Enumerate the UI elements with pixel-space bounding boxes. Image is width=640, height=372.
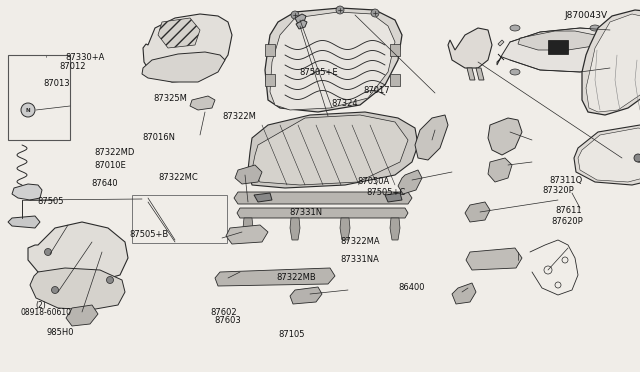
Polygon shape	[452, 283, 476, 304]
Bar	[8, 55, 70, 140]
Polygon shape	[28, 222, 128, 282]
Text: (2): (2)	[36, 301, 47, 310]
Text: 87010E: 87010E	[95, 161, 127, 170]
Circle shape	[634, 154, 640, 162]
Circle shape	[336, 6, 344, 14]
Polygon shape	[578, 128, 640, 182]
Text: 87505+C: 87505+C	[366, 188, 405, 197]
Polygon shape	[270, 12, 395, 110]
Polygon shape	[340, 218, 350, 240]
Circle shape	[291, 11, 299, 19]
Circle shape	[371, 9, 379, 17]
Polygon shape	[235, 165, 262, 184]
Text: 87322M: 87322M	[223, 112, 257, 121]
Text: 87050A: 87050A	[357, 177, 389, 186]
Ellipse shape	[510, 25, 520, 31]
Text: 87320P: 87320P	[543, 186, 575, 195]
Text: 87602: 87602	[210, 308, 237, 317]
Text: 87324: 87324	[332, 99, 358, 108]
Polygon shape	[488, 158, 512, 182]
Polygon shape	[296, 20, 307, 29]
Polygon shape	[143, 14, 232, 82]
Polygon shape	[290, 287, 322, 304]
Text: J870043V: J870043V	[564, 11, 607, 20]
Text: 08918-60610: 08918-60610	[20, 308, 72, 317]
Polygon shape	[158, 18, 200, 48]
Polygon shape	[190, 96, 215, 110]
Bar	[132, 195, 227, 243]
Polygon shape	[476, 68, 484, 80]
Bar	[390, 74, 400, 86]
Polygon shape	[467, 68, 475, 80]
Text: N: N	[26, 108, 30, 112]
Polygon shape	[254, 193, 272, 202]
Ellipse shape	[590, 25, 600, 31]
Text: 87505+E: 87505+E	[300, 68, 338, 77]
Polygon shape	[582, 10, 640, 115]
Text: 87013: 87013	[44, 79, 70, 88]
Polygon shape	[295, 14, 306, 24]
Polygon shape	[488, 118, 522, 155]
Polygon shape	[8, 216, 40, 228]
Polygon shape	[142, 52, 225, 82]
Polygon shape	[415, 115, 448, 160]
Polygon shape	[385, 193, 402, 202]
Ellipse shape	[590, 69, 600, 75]
Circle shape	[21, 103, 35, 117]
Polygon shape	[574, 125, 640, 185]
Text: 87505+B: 87505+B	[129, 230, 168, 239]
Ellipse shape	[510, 69, 520, 75]
Text: 87325M: 87325M	[154, 94, 188, 103]
Polygon shape	[248, 112, 418, 188]
Text: 87331NA: 87331NA	[340, 255, 380, 264]
Text: 87330+A: 87330+A	[65, 53, 105, 62]
Text: 87105: 87105	[278, 330, 305, 339]
Bar	[265, 44, 275, 56]
Polygon shape	[226, 225, 268, 244]
Polygon shape	[237, 208, 408, 218]
Text: 87322MA: 87322MA	[340, 237, 380, 246]
Text: 87505: 87505	[37, 197, 63, 206]
Text: 87322MB: 87322MB	[276, 273, 316, 282]
Polygon shape	[466, 248, 522, 270]
Polygon shape	[497, 28, 625, 72]
Text: 985H0: 985H0	[46, 328, 74, 337]
Circle shape	[45, 248, 51, 256]
Polygon shape	[398, 170, 422, 194]
Polygon shape	[390, 218, 400, 240]
Polygon shape	[243, 218, 253, 240]
Polygon shape	[586, 14, 640, 112]
Text: 87331N: 87331N	[289, 208, 323, 217]
Text: 87640: 87640	[92, 179, 118, 187]
Polygon shape	[498, 40, 504, 46]
Polygon shape	[12, 184, 42, 200]
Polygon shape	[66, 305, 98, 326]
Polygon shape	[215, 268, 335, 286]
Circle shape	[51, 286, 58, 294]
Text: 87311Q: 87311Q	[549, 176, 582, 185]
Polygon shape	[265, 8, 402, 112]
Polygon shape	[518, 31, 605, 50]
Text: 87322MD: 87322MD	[95, 148, 135, 157]
Bar	[390, 44, 400, 56]
Polygon shape	[30, 268, 125, 310]
Text: 87016N: 87016N	[142, 133, 175, 142]
Polygon shape	[465, 202, 490, 222]
Polygon shape	[548, 40, 568, 54]
Text: 87620P: 87620P	[552, 217, 584, 226]
Text: 87322MC: 87322MC	[159, 173, 198, 182]
Polygon shape	[234, 192, 412, 204]
Polygon shape	[448, 28, 492, 68]
Circle shape	[106, 276, 113, 283]
Text: 87603: 87603	[214, 316, 241, 325]
Text: 87012: 87012	[59, 62, 85, 71]
Bar	[265, 74, 275, 86]
Polygon shape	[498, 54, 504, 60]
Polygon shape	[290, 218, 300, 240]
Text: 87017: 87017	[364, 86, 390, 94]
Text: 86400: 86400	[398, 283, 424, 292]
Polygon shape	[252, 115, 408, 185]
Text: 87611: 87611	[556, 206, 582, 215]
